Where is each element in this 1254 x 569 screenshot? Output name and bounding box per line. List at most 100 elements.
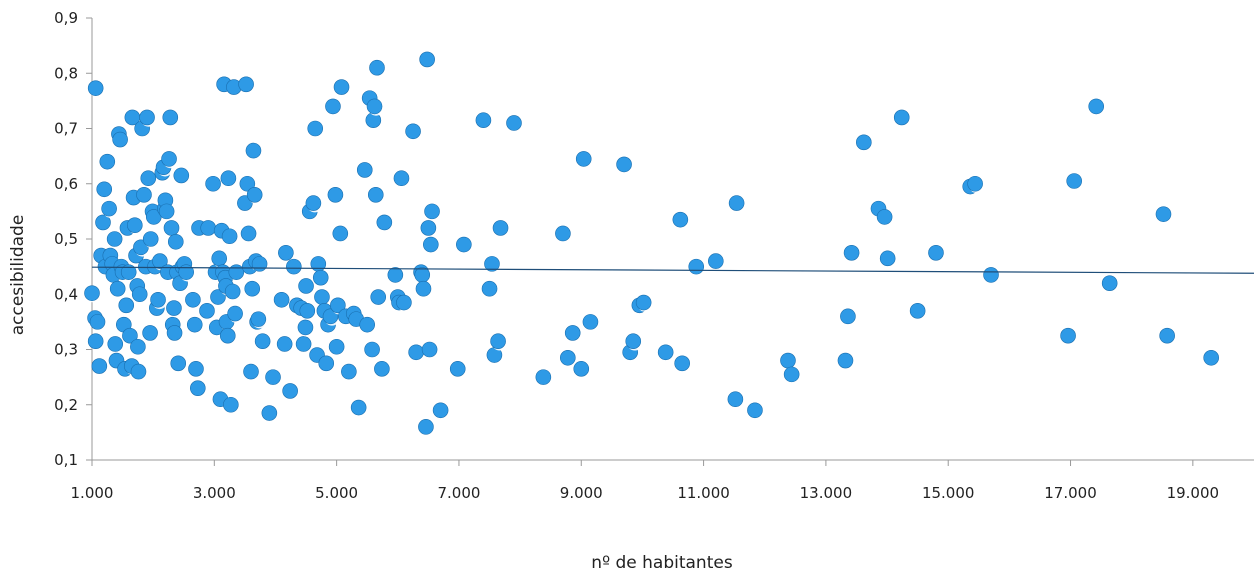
data-point xyxy=(359,316,376,333)
data-point xyxy=(295,336,312,352)
data-point xyxy=(393,170,410,187)
data-point xyxy=(475,112,492,129)
data-point xyxy=(227,305,243,322)
data-point xyxy=(328,338,345,355)
data-point xyxy=(99,153,116,170)
data-point xyxy=(1060,327,1076,344)
data-point xyxy=(91,358,108,374)
data-point xyxy=(424,203,440,220)
data-point xyxy=(327,187,344,203)
y-tick-label: 0,6 xyxy=(54,175,78,193)
data-point xyxy=(244,280,261,297)
data-point xyxy=(205,175,221,192)
data-point xyxy=(265,369,281,385)
data-point xyxy=(350,399,367,416)
data-point xyxy=(356,162,373,178)
data-point xyxy=(297,319,314,336)
y-axis-ticks: 0,1 0,2 0,3 0,4 0,5 0,6 0,7 0,8 0,9 xyxy=(54,9,92,469)
data-point xyxy=(310,256,327,272)
data-point xyxy=(893,109,910,126)
x-axis-title: nº de habitantes xyxy=(591,553,733,569)
data-point xyxy=(200,220,216,236)
x-tick-label: 13.000 xyxy=(800,484,853,502)
y-tick-label: 0,7 xyxy=(54,120,78,138)
data-point xyxy=(672,211,689,228)
data-point xyxy=(1159,327,1175,344)
data-point xyxy=(370,289,387,305)
data-point xyxy=(130,338,146,355)
data-point xyxy=(421,341,438,358)
data-point xyxy=(142,325,158,341)
x-tick-label: 19.000 xyxy=(1167,484,1220,502)
data-point xyxy=(312,269,329,286)
data-point xyxy=(456,236,472,253)
data-point xyxy=(186,316,203,333)
data-point xyxy=(843,245,860,261)
data-point xyxy=(307,120,324,137)
data-point xyxy=(87,333,104,350)
x-tick-label: 3.000 xyxy=(193,484,236,502)
y-axis-title: accesibilidade xyxy=(8,215,28,336)
data-point xyxy=(387,267,404,283)
data-point xyxy=(142,231,159,247)
x-tick-label: 17.000 xyxy=(1044,484,1097,502)
data-point xyxy=(332,225,349,242)
data-point xyxy=(1203,349,1219,366)
data-point xyxy=(150,291,166,308)
data-point xyxy=(228,264,245,280)
data-point xyxy=(282,383,298,399)
data-point xyxy=(325,98,341,115)
data-point xyxy=(1155,206,1172,222)
data-point xyxy=(131,286,148,303)
data-point xyxy=(298,278,314,294)
data-point xyxy=(219,327,236,344)
data-point xyxy=(780,352,796,369)
data-point xyxy=(396,294,412,311)
data-point xyxy=(166,325,183,341)
y-tick-label: 0,1 xyxy=(54,451,78,469)
axes xyxy=(91,18,1254,461)
data-point xyxy=(122,327,138,344)
data-point xyxy=(728,195,745,211)
data-point xyxy=(582,314,599,330)
data-point xyxy=(625,333,642,350)
data-point xyxy=(243,363,259,380)
data-point xyxy=(166,300,182,316)
data-point xyxy=(199,303,215,319)
data-point xyxy=(374,361,390,377)
data-point xyxy=(506,115,522,131)
data-point xyxy=(224,283,241,300)
data-point xyxy=(840,308,856,325)
data-point xyxy=(261,405,278,421)
data-point xyxy=(555,225,571,242)
data-point xyxy=(299,303,316,319)
data-point xyxy=(564,325,581,341)
data-point xyxy=(674,355,690,372)
data-point xyxy=(1101,275,1118,292)
data-point xyxy=(163,220,180,236)
data-point xyxy=(783,366,800,383)
data-point xyxy=(221,228,238,245)
data-point xyxy=(415,280,432,297)
data-point xyxy=(211,250,228,267)
data-point xyxy=(161,151,177,167)
data-point xyxy=(366,98,383,115)
data-point xyxy=(101,200,117,217)
data-point xyxy=(223,396,239,413)
data-point xyxy=(573,361,590,377)
data-point xyxy=(127,217,143,233)
y-tick-label: 0,2 xyxy=(54,396,78,414)
data-point xyxy=(481,280,498,297)
data-point xyxy=(727,391,744,408)
data-point xyxy=(333,79,350,95)
data-point xyxy=(162,109,179,126)
data-point xyxy=(635,294,652,311)
data-point xyxy=(837,352,854,369)
data-point xyxy=(856,134,872,151)
trend-line xyxy=(91,266,1254,274)
x-tick-label: 7.000 xyxy=(437,484,480,502)
y-tick-label: 0,5 xyxy=(54,230,78,248)
data-point xyxy=(251,256,268,272)
data-point xyxy=(708,253,724,269)
data-point xyxy=(106,231,123,247)
